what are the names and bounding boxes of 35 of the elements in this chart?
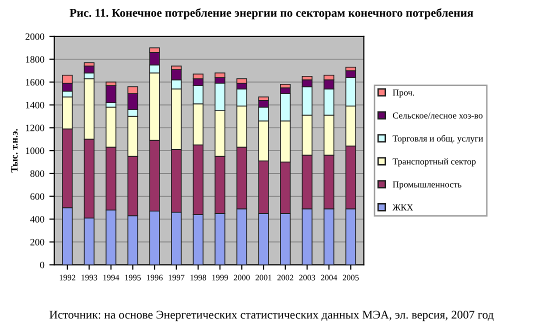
y-tick-label: 1200	[26, 124, 44, 132]
y-tick-label: 1600	[26, 78, 44, 86]
y-tick-label: 600	[30, 193, 44, 200]
x-tick-label: 1996	[146, 274, 163, 280]
y-tick-label: 1000	[26, 148, 44, 154]
legend-label: Сельское/лесное хоз-во	[392, 112, 483, 119]
y-tick-label: 1800	[26, 56, 44, 63]
x-tick-label: 2002	[277, 274, 294, 280]
legend-label: Транспортный сектор	[392, 158, 476, 166]
legend-label: ЖКХ	[392, 204, 414, 210]
y-tick-label: 0	[40, 262, 44, 268]
chart-title: Рис. 11. Конечное потребление энергии по секторам конечного потребления	[70, 8, 474, 20]
y-tick-label: 2000	[26, 33, 44, 40]
legend-label: Промышленность	[392, 181, 462, 190]
text: Источник: на основе Энергетических статистических данных МЭА, эл. версия, 2007 год	[50, 310, 494, 322]
x-tick-label: 1994	[103, 274, 120, 280]
x-tick-label: 1998	[190, 274, 206, 280]
y-tick-label: 400	[30, 216, 44, 223]
x-tick-label: 2000	[234, 274, 250, 280]
x-tick-label: 1993	[82, 274, 98, 280]
x-tick-label: 1992	[60, 274, 76, 280]
y-axis-title: Тыс. т.н.э.	[11, 129, 18, 172]
bar	[106, 85, 116, 104]
x-tick-label: 2003	[299, 274, 316, 280]
x-tick-label: 1997	[168, 274, 184, 280]
x-tick-label: 1999	[212, 274, 228, 280]
x-tick-label: 2001	[256, 274, 272, 280]
x-tick-label: 2004	[320, 274, 338, 280]
y-tick-label: 800	[30, 170, 44, 177]
legend-label: Торговля и общ. услуги	[392, 134, 483, 144]
y-tick-label: 200	[30, 238, 44, 246]
legend-label: Проч.	[392, 90, 414, 98]
x-tick-label: 1995	[125, 274, 141, 280]
y-tick-label: 1400	[26, 102, 44, 108]
x-tick-label: 2005	[342, 274, 359, 280]
